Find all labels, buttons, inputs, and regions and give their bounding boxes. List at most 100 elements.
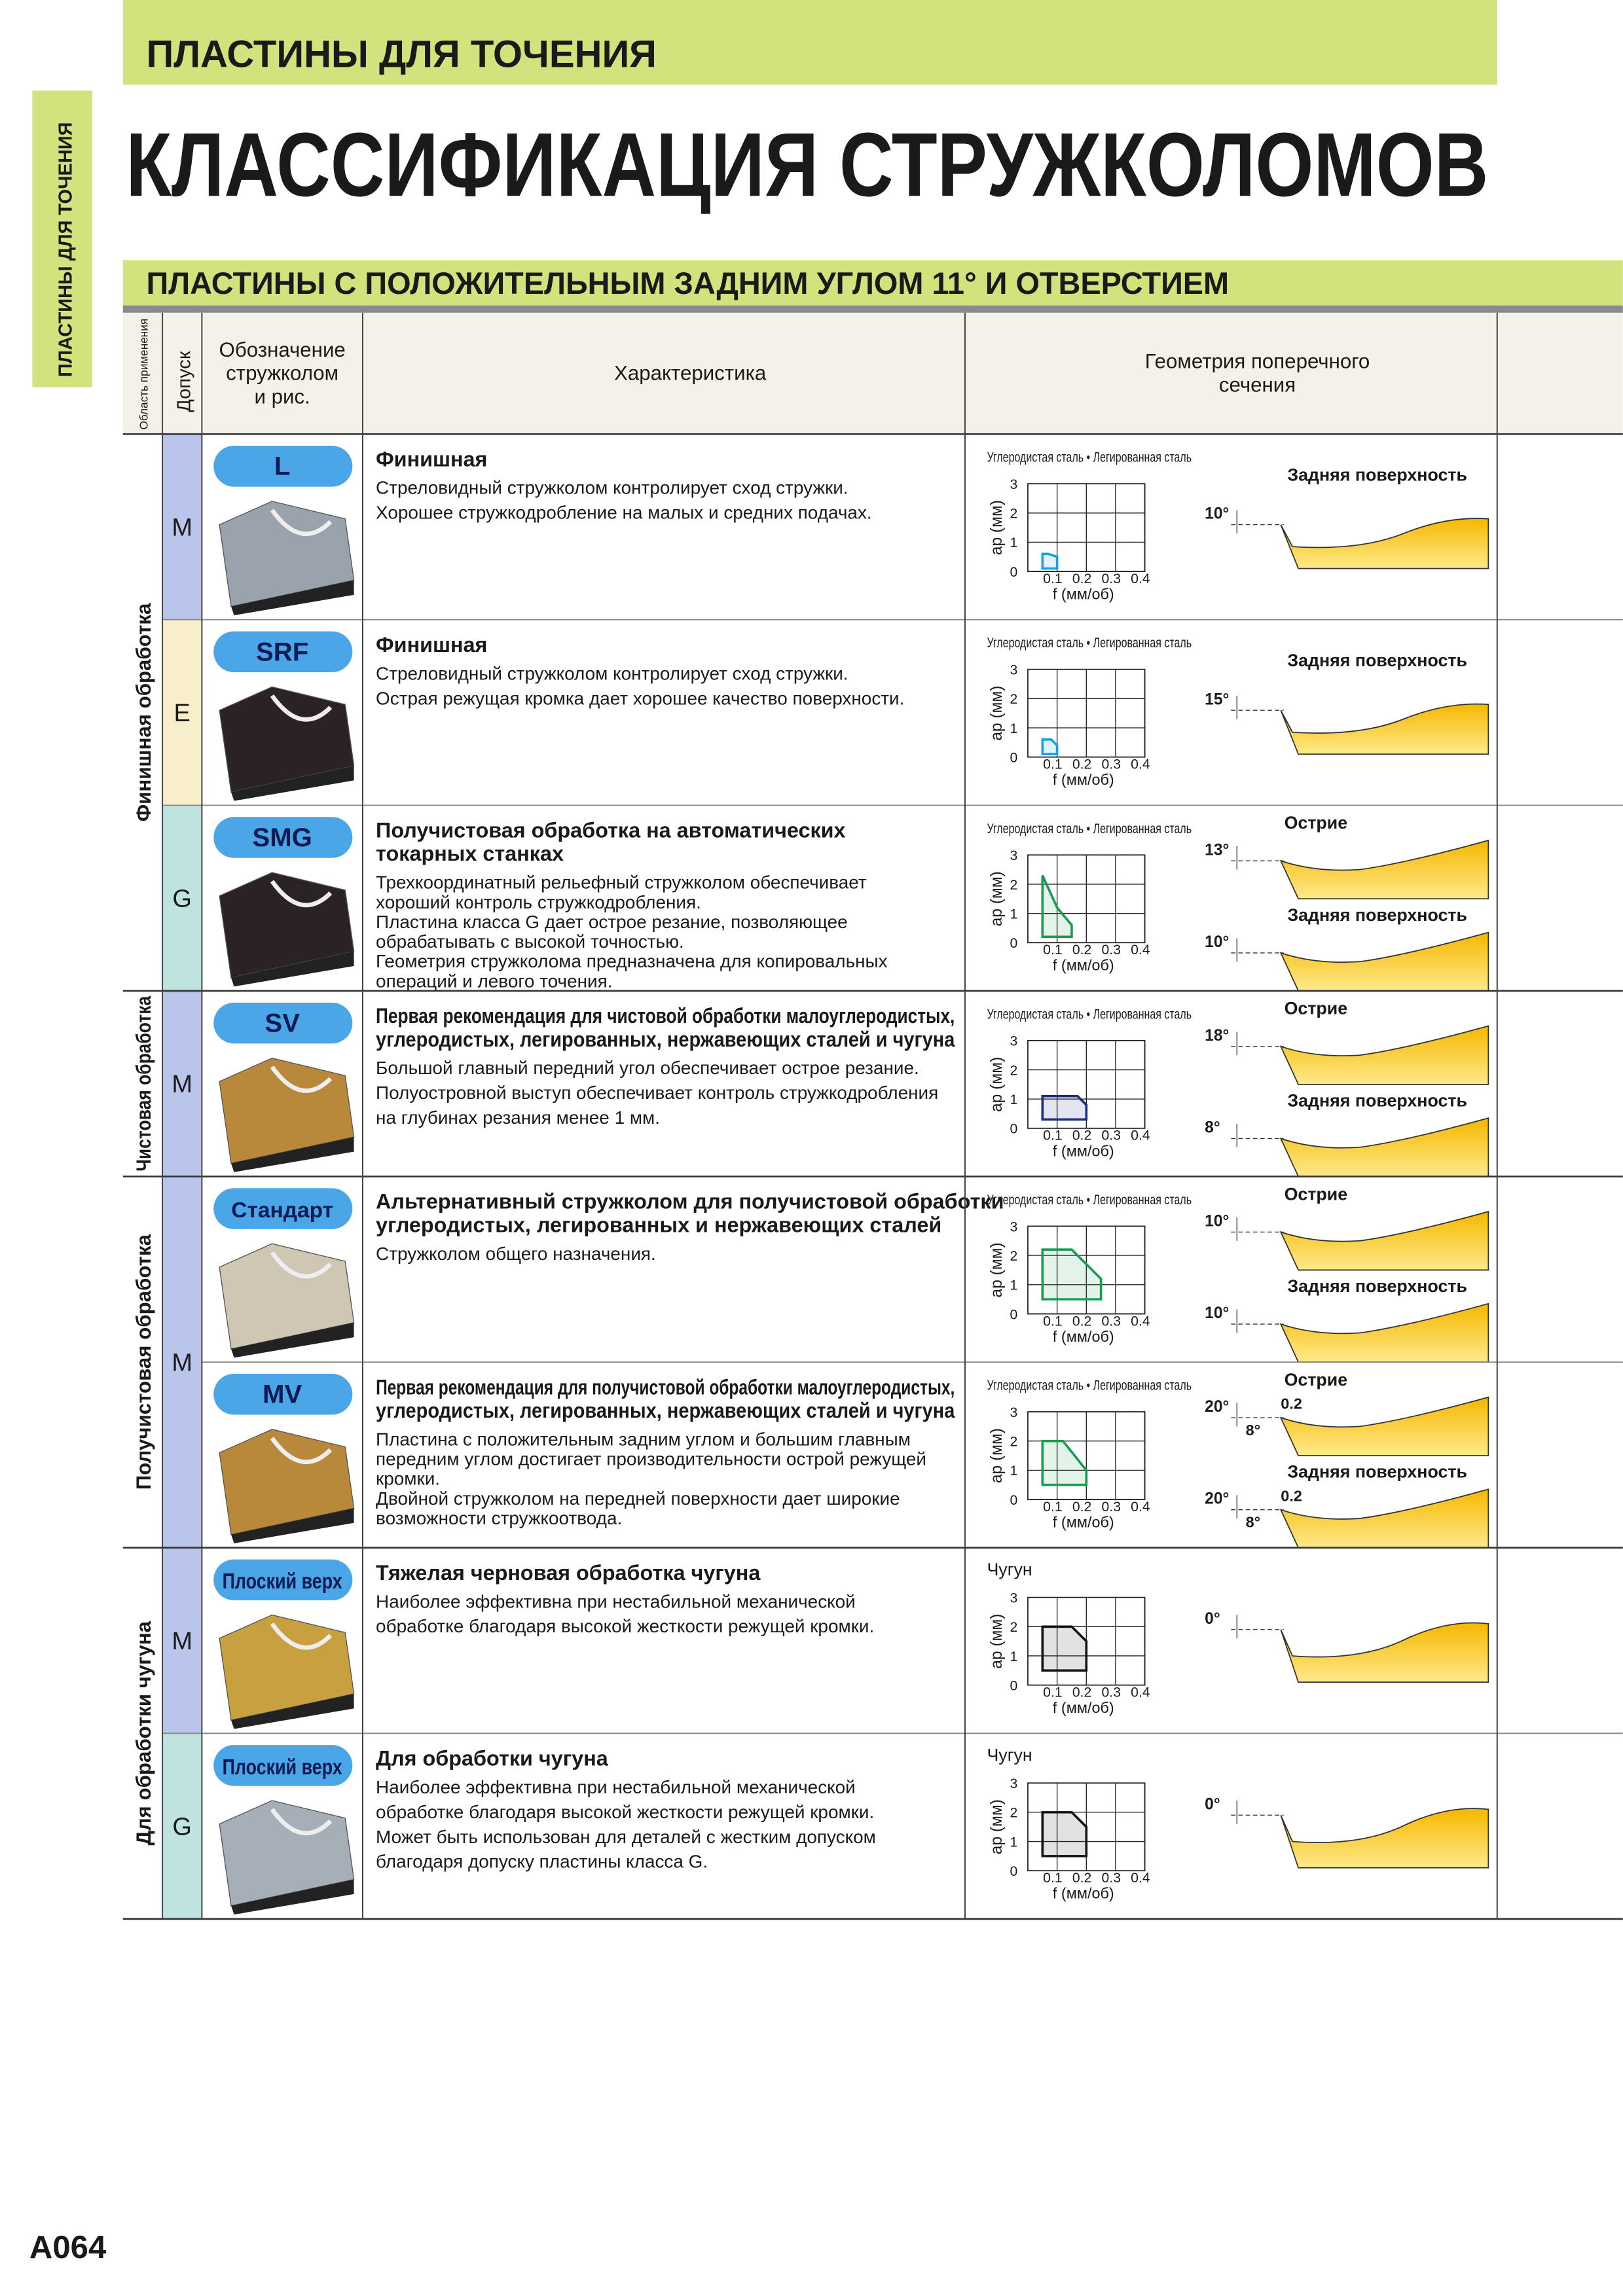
chart-material: Углеродистая сталь • Легированная сталь xyxy=(987,821,1192,836)
x-axis-label: f (мм/об) xyxy=(1053,586,1114,603)
profile-shape xyxy=(1280,1622,1489,1683)
profile-label: Острие xyxy=(1285,999,1348,1018)
tolerance-class: M xyxy=(172,1628,192,1655)
characteristic-title: Альтернативный стружколом для получистов… xyxy=(376,1190,1004,1213)
profile-land: 0.2 xyxy=(1281,1395,1302,1412)
y-tick-label: 2 xyxy=(1010,1435,1018,1450)
profile-shape xyxy=(1280,1808,1489,1869)
profile-angle: 15° xyxy=(1205,691,1229,708)
chipbreaker-badge xyxy=(213,446,353,487)
chipbreaker-badge xyxy=(213,1745,353,1786)
insert-image xyxy=(231,1879,354,1915)
y-tick-label: 1 xyxy=(1010,1092,1018,1107)
x-tick-label: 0.1 xyxy=(1043,942,1062,958)
chipbreaker-badge xyxy=(213,1002,353,1044)
y-axis-label: ap (мм) xyxy=(988,1242,1006,1297)
y-axis-label: ap (мм) xyxy=(988,686,1006,741)
x-axis-label: f (мм/об) xyxy=(1053,1513,1114,1530)
y-tick-label: 0 xyxy=(1010,750,1018,765)
y-tick-label: 2 xyxy=(1010,1249,1018,1264)
profile-shape xyxy=(1279,1117,1489,1177)
tolerance-cell xyxy=(162,1176,202,1548)
profile-label: Задняя поверхность xyxy=(1287,1462,1467,1482)
y-tick-label: 2 xyxy=(1010,507,1018,522)
application-area: Чистовая обработка xyxy=(132,996,155,1171)
x-axis-label: f (мм/об) xyxy=(1053,1699,1114,1716)
chipbreaker-badge xyxy=(213,817,353,858)
characteristic-title: Первая рекомендация для чистовой обработ… xyxy=(376,1004,955,1028)
characteristic-text: обработке благодаря высокой жесткости ре… xyxy=(376,1616,874,1636)
characteristic-title: Тяжелая черновая обработка чугуна xyxy=(376,1561,761,1585)
x-tick-label: 0.2 xyxy=(1072,1128,1091,1143)
chipbreaker-code: Плоский верх xyxy=(223,1755,342,1780)
profile-label: Острие xyxy=(1285,1184,1348,1204)
profile-shape xyxy=(1279,839,1489,900)
x-axis-label: f (мм/об) xyxy=(1053,1142,1114,1159)
chipbreaker-header: стружколом xyxy=(226,362,338,385)
characteristic-text: Двойной стружколом на передней поверхнос… xyxy=(376,1488,900,1509)
application-zone xyxy=(1041,552,1059,570)
x-tick-label: 0.2 xyxy=(1072,571,1091,586)
x-tick-label: 0.4 xyxy=(1131,1314,1150,1329)
profile-angle: 10° xyxy=(1205,933,1229,951)
tolerance-class: M xyxy=(172,514,192,541)
profile-angle: 8° xyxy=(1205,1119,1220,1137)
x-axis-label: f (мм/об) xyxy=(1053,771,1114,788)
x-tick-label: 0.2 xyxy=(1072,757,1091,772)
profile-label: Острие xyxy=(1285,813,1348,833)
profile-angle2: 8° xyxy=(1246,1513,1260,1530)
characteristic-text: благодаря допуску пластины класса G. xyxy=(376,1852,708,1872)
insert-image xyxy=(270,509,333,537)
characteristic-text: Пластина с положительным задним углом и … xyxy=(376,1429,911,1449)
chart-material: Углеродистая сталь • Легированная сталь xyxy=(987,450,1192,465)
profile-label: Задняя поверхность xyxy=(1287,651,1467,670)
y-axis-label: ap (мм) xyxy=(988,1614,1006,1669)
profile-label: Задняя поверхность xyxy=(1287,465,1467,485)
y-axis-label: ap (мм) xyxy=(988,500,1006,555)
characteristic-title: углеродистых, легированных, нержавеющих … xyxy=(376,1399,955,1422)
profile-shape xyxy=(1280,518,1489,569)
x-tick-label: 0.4 xyxy=(1131,1871,1150,1886)
application-area: Финишная обработка xyxy=(132,603,155,822)
chipbreaker-header: и рис. xyxy=(255,385,310,408)
y-tick-label: 1 xyxy=(1010,1649,1018,1664)
tolerance-class: M xyxy=(172,1071,192,1098)
characteristic-text: на глубинах резания менее 1 мм. xyxy=(376,1107,660,1128)
characteristic-text: Наиболее эффективна при нестабильной мех… xyxy=(376,1777,856,1797)
x-tick-label: 0.3 xyxy=(1102,942,1121,958)
x-tick-label: 0.1 xyxy=(1043,1314,1062,1329)
x-tick-label: 0.1 xyxy=(1043,1128,1062,1143)
application-zone xyxy=(1041,738,1059,756)
side-tab xyxy=(32,90,92,387)
tolerance-header: Допуск xyxy=(173,351,194,412)
y-tick-label: 3 xyxy=(1010,663,1018,678)
x-tick-label: 0.4 xyxy=(1131,1128,1150,1143)
insert-image xyxy=(270,1066,333,1093)
profile-angle: 0° xyxy=(1205,1610,1220,1628)
x-tick-label: 0.1 xyxy=(1043,1685,1062,1700)
y-tick-label: 0 xyxy=(1010,565,1018,580)
profile-angle: 13° xyxy=(1205,841,1229,859)
chipbreaker-badge xyxy=(213,1559,353,1601)
x-tick-label: 0.3 xyxy=(1102,571,1121,586)
characteristic-title: токарных станках xyxy=(376,842,564,865)
chipbreaker-code: SMG xyxy=(252,823,312,852)
x-tick-label: 0.2 xyxy=(1072,1871,1091,1886)
y-tick-label: 3 xyxy=(1010,1590,1018,1605)
insert-image xyxy=(231,766,354,801)
side-tab-label: ПЛАСТИНЫ ДЛЯ ТОЧЕНИЯ xyxy=(56,122,77,377)
characteristic-text: передним углом достигает производительно… xyxy=(376,1449,926,1469)
characteristic-text: кромки. xyxy=(376,1469,440,1489)
characteristic-title: Получистовая обработка на автоматических xyxy=(376,818,845,842)
tolerance-class: M xyxy=(172,1350,192,1377)
y-tick-label: 3 xyxy=(1010,1405,1018,1420)
page-title: КЛАССИФИКАЦИЯ СТРУЖКОЛОМОВ xyxy=(126,115,1488,215)
characteristic-text: Стружколом общего назначения. xyxy=(376,1244,656,1264)
characteristic-text: Хорошее стружкодробление на малых и сред… xyxy=(376,503,872,523)
chipbreaker-code: L xyxy=(274,452,291,481)
y-tick-label: 3 xyxy=(1010,1034,1018,1049)
y-tick-label: 1 xyxy=(1010,906,1018,922)
section-bar xyxy=(122,0,1497,85)
